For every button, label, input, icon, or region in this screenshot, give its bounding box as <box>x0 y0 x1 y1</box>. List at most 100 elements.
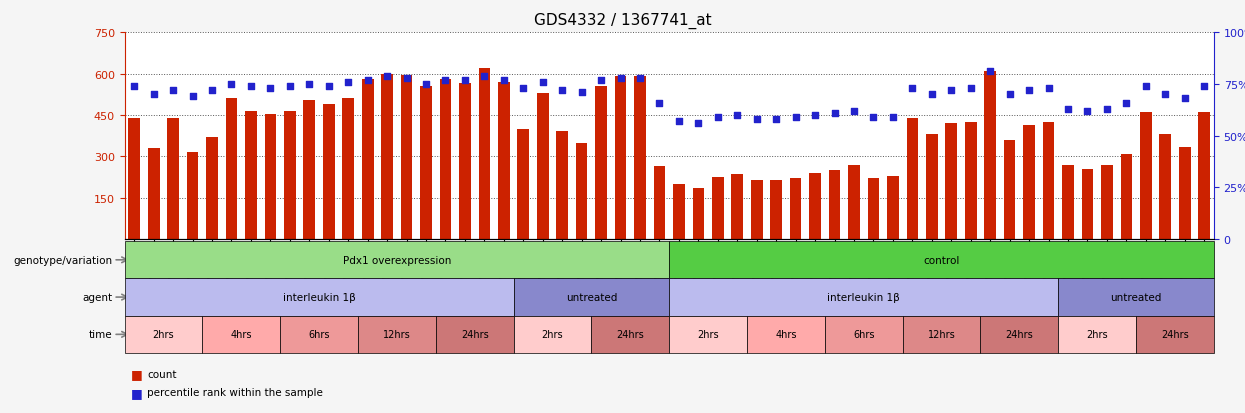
Point <box>533 79 553 86</box>
Point <box>766 116 786 123</box>
Point <box>844 108 864 115</box>
Point <box>436 77 456 84</box>
Point <box>1135 83 1155 90</box>
Bar <box>1179 147 1190 240</box>
Text: 24hrs: 24hrs <box>461 330 488 339</box>
Bar <box>771 180 782 240</box>
Point <box>1020 88 1040 94</box>
Bar <box>342 99 354 240</box>
Text: 6hrs: 6hrs <box>853 330 874 339</box>
Point <box>242 83 261 90</box>
Bar <box>1101 165 1113 240</box>
Bar <box>965 123 976 240</box>
Bar <box>654 166 665 240</box>
Bar <box>712 178 723 240</box>
Text: 24hrs: 24hrs <box>616 330 644 339</box>
Text: 2hrs: 2hrs <box>542 330 563 339</box>
Bar <box>615 77 626 240</box>
Point <box>571 90 591 96</box>
Point <box>1117 100 1137 107</box>
Point <box>591 77 611 84</box>
Text: ■: ■ <box>131 367 142 380</box>
Text: GDS4332 / 1367741_at: GDS4332 / 1367741_at <box>534 12 711 28</box>
Bar <box>478 69 491 240</box>
Bar <box>789 179 802 240</box>
Bar <box>829 171 840 240</box>
Point <box>824 110 844 117</box>
Text: control: control <box>924 255 960 265</box>
Text: interleukin 1β: interleukin 1β <box>283 292 355 302</box>
Text: 4hrs: 4hrs <box>230 330 251 339</box>
Bar <box>906 119 919 240</box>
Bar <box>926 135 937 240</box>
Point <box>806 112 825 119</box>
Point <box>513 85 533 92</box>
Text: 2hrs: 2hrs <box>153 330 174 339</box>
Bar <box>322 104 335 240</box>
Text: interleukin 1β: interleukin 1β <box>828 292 900 302</box>
Bar <box>985 71 996 240</box>
Text: 4hrs: 4hrs <box>776 330 797 339</box>
Point <box>980 69 1000 76</box>
Bar <box>304 100 315 240</box>
Point <box>669 119 688 125</box>
Bar <box>439 80 451 240</box>
Point <box>183 94 203 100</box>
Point <box>339 79 359 86</box>
Point <box>474 73 494 80</box>
Bar <box>187 153 198 240</box>
Point <box>124 83 144 90</box>
Bar <box>751 180 762 240</box>
Bar <box>1198 113 1210 240</box>
Bar <box>1140 113 1152 240</box>
Point <box>416 81 436 88</box>
Text: agent: agent <box>82 292 112 302</box>
Point <box>202 88 222 94</box>
Text: genotype/variation: genotype/variation <box>12 255 112 265</box>
Bar <box>207 138 218 240</box>
Point <box>280 83 300 90</box>
Bar <box>518 129 529 240</box>
Bar <box>128 119 139 240</box>
Point <box>921 92 941 98</box>
Bar <box>284 112 296 240</box>
Point <box>610 75 630 82</box>
Bar <box>401 76 412 240</box>
Text: Pdx1 overexpression: Pdx1 overexpression <box>342 255 451 265</box>
Point <box>1077 108 1097 115</box>
Bar <box>148 149 159 240</box>
Bar <box>848 165 860 240</box>
Bar <box>1043 123 1055 240</box>
Point <box>786 114 806 121</box>
Bar <box>537 94 549 240</box>
Point <box>454 77 474 84</box>
Point <box>1038 85 1058 92</box>
Point <box>553 88 573 94</box>
Bar <box>868 179 879 240</box>
Bar <box>167 119 179 240</box>
Point <box>883 114 903 121</box>
Point <box>357 77 377 84</box>
Bar <box>945 124 957 240</box>
Bar <box>674 185 685 240</box>
Bar <box>1120 154 1132 240</box>
Text: 24hrs: 24hrs <box>1162 330 1189 339</box>
Point <box>1155 92 1175 98</box>
Bar <box>459 84 471 240</box>
Point <box>864 114 884 121</box>
Point <box>1000 92 1020 98</box>
Bar <box>225 99 238 240</box>
Point <box>299 81 319 88</box>
Point <box>650 100 670 107</box>
Bar <box>362 80 373 240</box>
Point <box>941 88 961 94</box>
Text: untreated: untreated <box>1111 292 1162 302</box>
Text: untreated: untreated <box>565 292 618 302</box>
Text: 2hrs: 2hrs <box>697 330 718 339</box>
Bar <box>1003 140 1016 240</box>
Point <box>688 121 708 127</box>
Point <box>1194 83 1214 90</box>
Bar <box>575 143 588 240</box>
Text: 2hrs: 2hrs <box>1087 330 1108 339</box>
Bar <box>692 189 705 240</box>
